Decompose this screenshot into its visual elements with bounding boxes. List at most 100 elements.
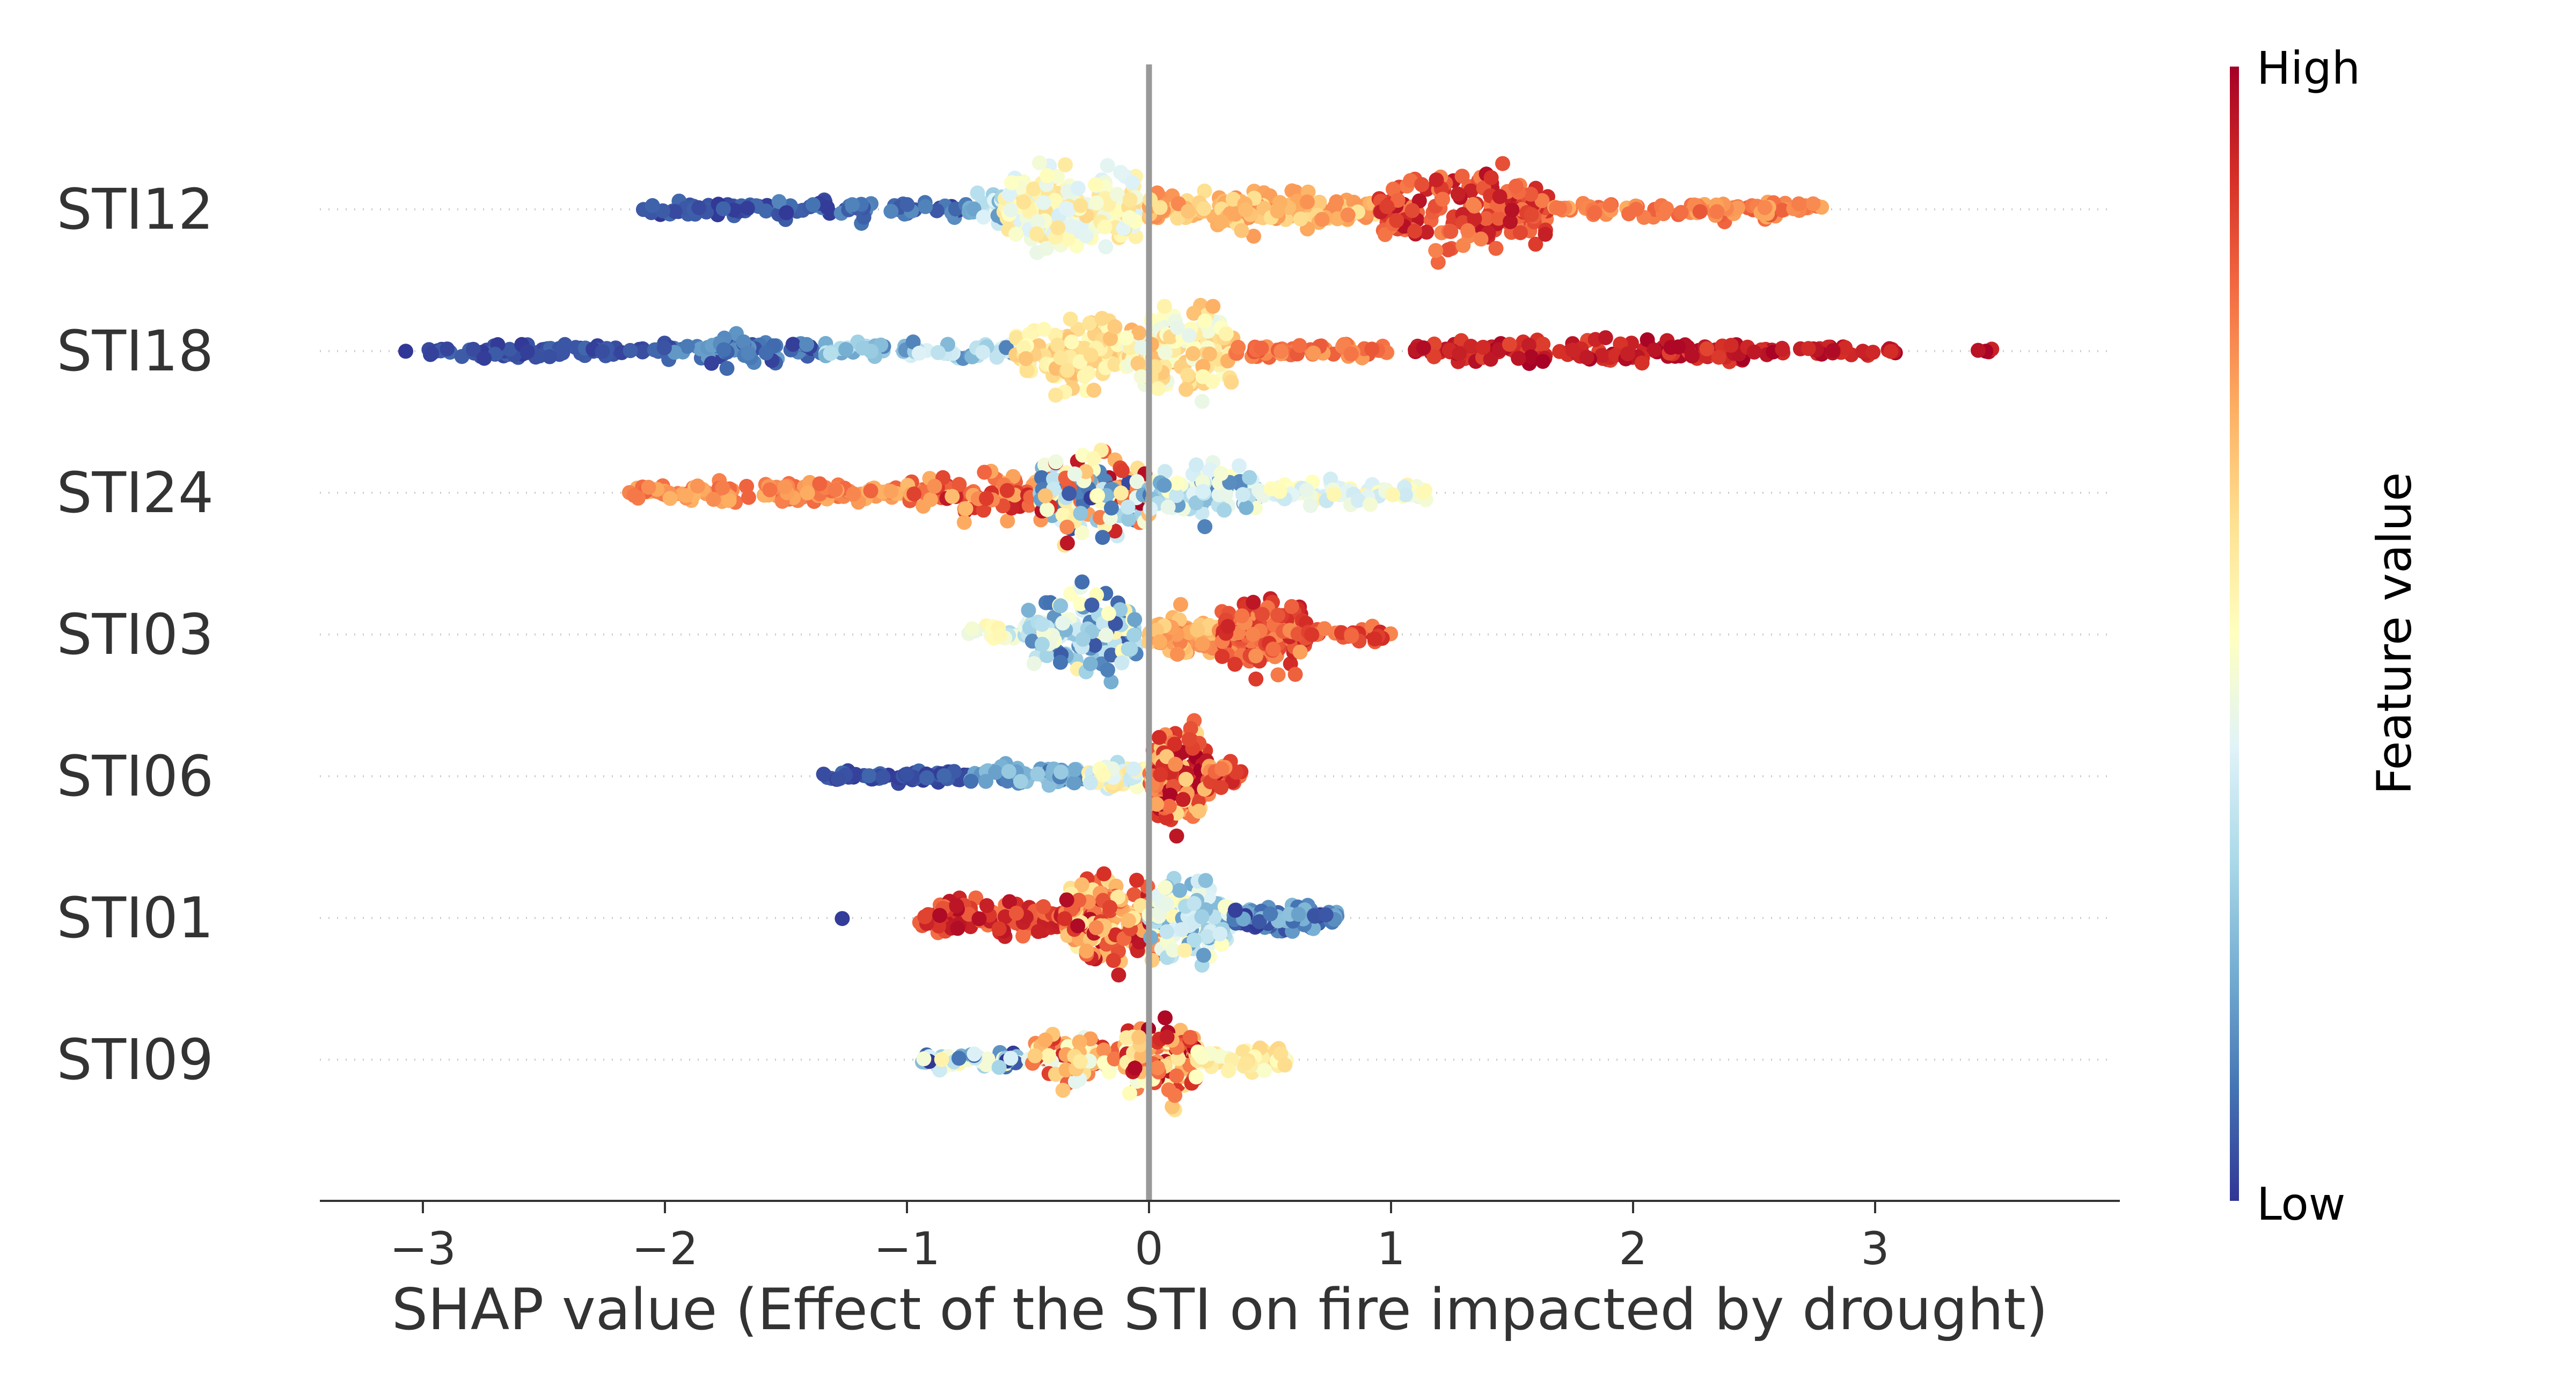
shap-point [641, 479, 656, 495]
shap-point [1100, 662, 1115, 677]
shap-point [1022, 326, 1037, 342]
x-axis-ticks: −3 −2 −1 0 1 2 3 [390, 1201, 1890, 1275]
shap-point [758, 203, 774, 219]
shap-point [1073, 198, 1088, 213]
shap-point [1026, 181, 1041, 197]
shap-point [1167, 737, 1182, 752]
shap-point [1036, 899, 1051, 914]
shap-point [1181, 327, 1197, 343]
shap-point [967, 1046, 982, 1062]
shap-point [1385, 487, 1401, 502]
shap-point [1101, 606, 1116, 621]
colorbar-bar [2230, 67, 2239, 1201]
shap-point [1018, 351, 1034, 367]
shap-point [1234, 223, 1249, 238]
shap-point [1419, 224, 1435, 240]
shap-point [1131, 1030, 1147, 1045]
shap-point [1121, 641, 1136, 657]
shap-point [1113, 602, 1128, 617]
shap-point [1428, 243, 1444, 258]
shap-point [1239, 500, 1254, 515]
shap-point [1801, 341, 1816, 356]
shap-point [1179, 382, 1194, 397]
shap-point [970, 185, 985, 201]
shap-point [1535, 354, 1550, 369]
shap-point [645, 198, 660, 213]
shap-point [883, 484, 899, 499]
shap-point [1304, 627, 1320, 643]
shap-point [1058, 157, 1073, 172]
shap-point [691, 200, 707, 215]
shap-point [1426, 349, 1442, 365]
shap-point [1169, 1068, 1184, 1084]
shap-point [1114, 655, 1130, 670]
shap-point [1377, 227, 1393, 242]
x-tick-label: 2 [1619, 1222, 1647, 1275]
shap-point [741, 490, 756, 505]
shap-point [1053, 654, 1068, 670]
shap-point [1148, 622, 1164, 638]
shap-point [704, 355, 719, 371]
shap-point [1746, 344, 1762, 360]
shap-point [952, 477, 967, 492]
x-axis-label: SHAP value (Effect of the STI on fire im… [392, 1277, 2048, 1343]
shap-point [1194, 393, 1210, 409]
shap-point [1277, 1057, 1293, 1073]
colorbar-low-label: Low [2257, 1178, 2345, 1230]
shap-point [1073, 596, 1088, 612]
shap-point [1157, 464, 1173, 479]
shap-point [1034, 637, 1050, 652]
shap-point [1021, 602, 1036, 618]
shap-point [1709, 204, 1725, 220]
shap-point [1287, 667, 1303, 682]
x-tick-label: 3 [1861, 1222, 1889, 1275]
shap-point [1062, 486, 1077, 501]
shap-point [1181, 203, 1196, 219]
shap-point [1492, 189, 1507, 205]
shap-point [830, 771, 846, 787]
shap-point [1407, 223, 1423, 239]
shap-point [1082, 775, 1098, 791]
shap-point [989, 349, 1005, 365]
shap-point [656, 340, 672, 355]
shap-point [1594, 348, 1609, 363]
shap-point [1191, 804, 1206, 819]
shap-point [1838, 340, 1853, 355]
shap-point [1488, 240, 1504, 256]
shap-point [1121, 512, 1136, 527]
shap-point [1103, 331, 1118, 346]
shap-point [1101, 197, 1116, 213]
shap-point [1134, 340, 1150, 355]
shap-point [1016, 194, 1031, 210]
shap-point [1730, 200, 1745, 216]
shap-point [1194, 1049, 1210, 1065]
shap-point [1158, 345, 1173, 360]
shap-point [1120, 499, 1136, 515]
shap-point [1127, 612, 1143, 628]
shap-point [715, 480, 730, 495]
shap-point [1097, 219, 1113, 235]
shap-point [1213, 780, 1229, 795]
shap-point [1503, 214, 1518, 229]
x-tick-label: −3 [390, 1222, 456, 1275]
shap-point [1169, 828, 1184, 844]
shap-point [1197, 313, 1213, 329]
shap-point [519, 344, 535, 360]
shap-point [905, 334, 921, 349]
shap-point [977, 464, 992, 480]
feature-label: STI09 [56, 1027, 214, 1092]
shap-point [1364, 341, 1380, 357]
shap-point [823, 346, 838, 361]
shap-point [595, 344, 610, 359]
shap-point [1075, 631, 1091, 647]
shap-point [1041, 1048, 1056, 1063]
shap-point [934, 1052, 949, 1067]
shap-point [1073, 506, 1088, 521]
shap-point [1579, 349, 1594, 365]
shap-point [678, 488, 694, 504]
shap-point [976, 209, 991, 225]
shap-point [838, 342, 854, 357]
shap-point [502, 341, 517, 357]
shap-point [1460, 223, 1476, 238]
shap-point [861, 768, 877, 784]
